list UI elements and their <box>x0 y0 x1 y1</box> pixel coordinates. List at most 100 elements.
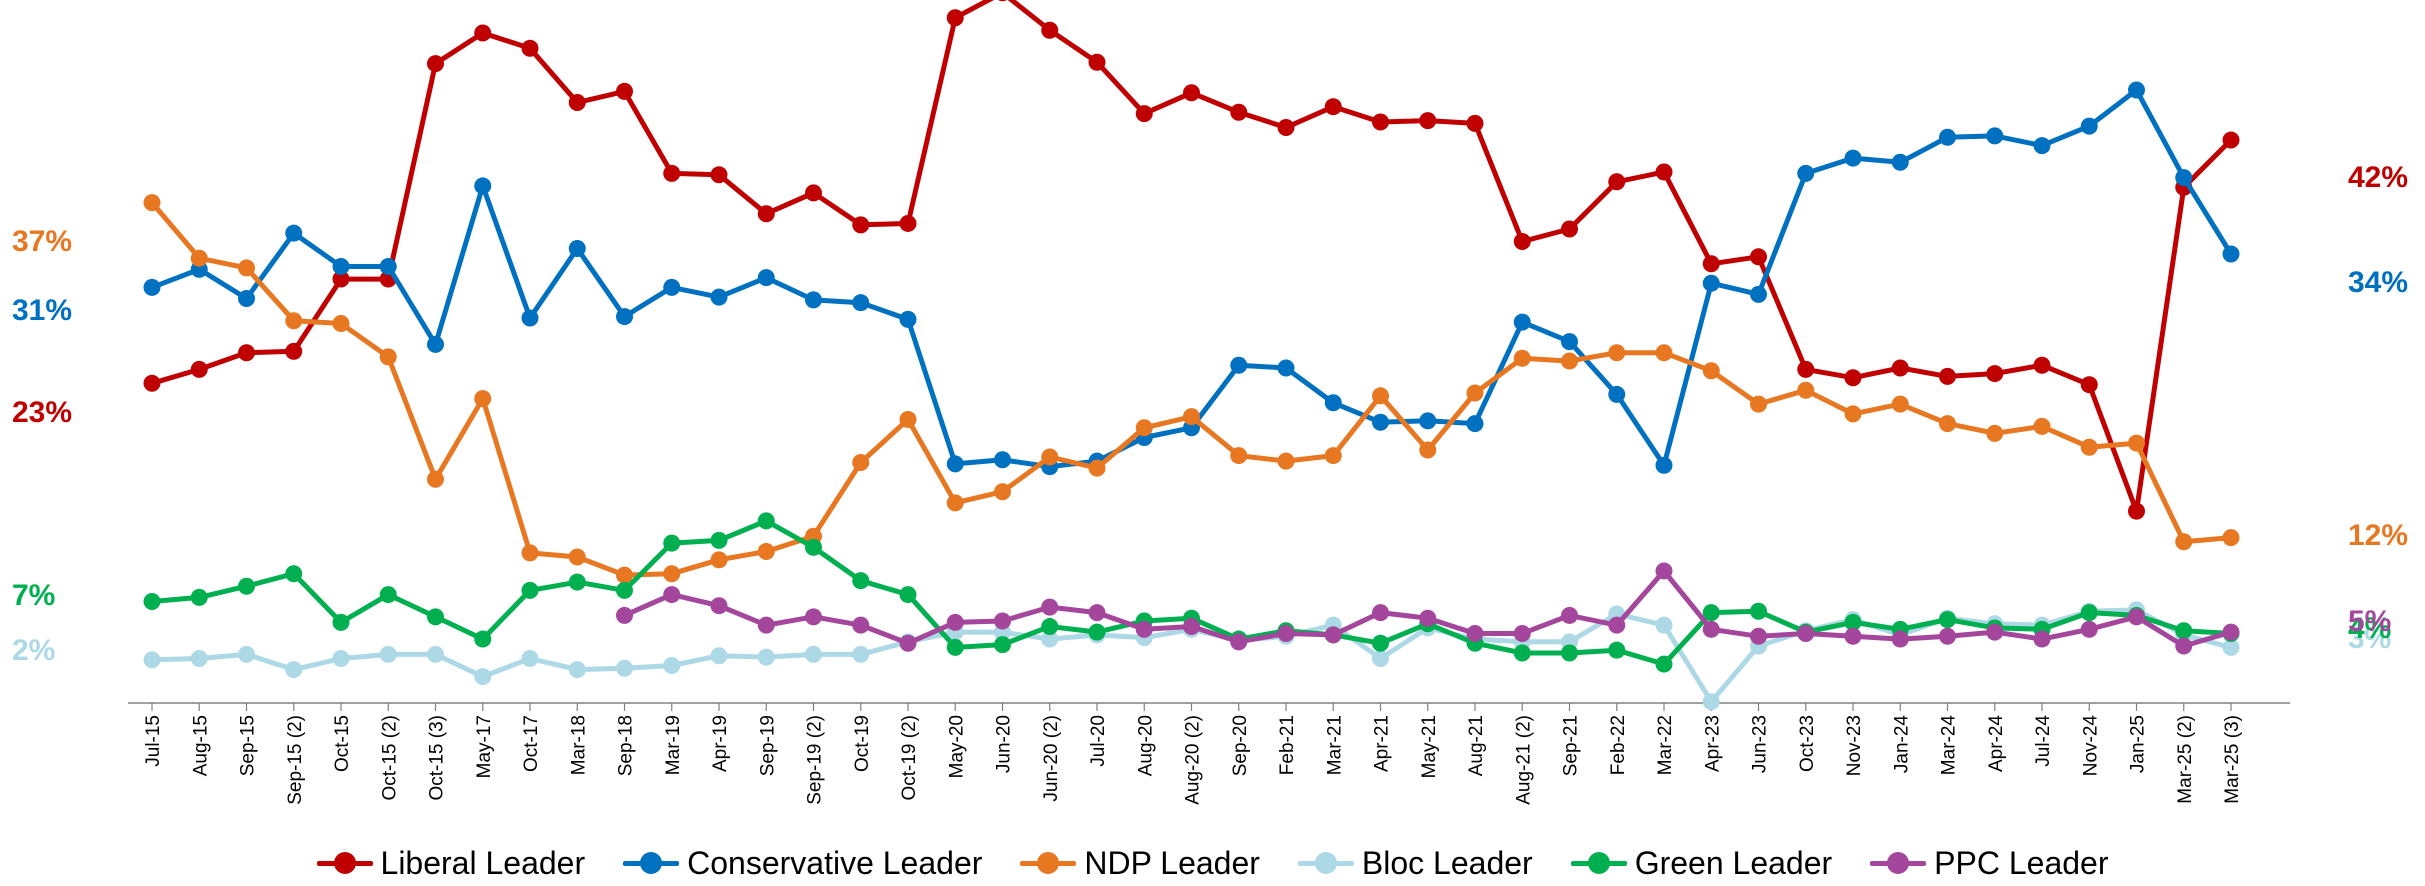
x-tick-label: Jul-24 <box>2033 715 2054 767</box>
data-point-green-leader <box>757 512 775 530</box>
legend-swatch-icon <box>1570 851 1627 875</box>
data-point-green-leader <box>1088 623 1106 641</box>
data-point-ppc-leader <box>1088 604 1106 622</box>
data-point-bloc-leader <box>143 651 161 669</box>
data-point-conservative-leader <box>1797 164 1815 182</box>
data-point-liberal-leader <box>1466 114 1484 132</box>
data-point-green-leader <box>616 581 633 599</box>
data-point-ndp-leader <box>143 194 161 212</box>
data-point-green-leader <box>946 638 964 656</box>
data-point-liberal-leader <box>663 164 681 182</box>
end-label-liberal-leader: 42% <box>2348 161 2408 194</box>
data-point-bloc-leader <box>1702 693 1720 711</box>
data-point-liberal-leader <box>1750 248 1767 266</box>
data-point-liberal-leader <box>1986 365 2004 383</box>
data-point-bloc-leader <box>521 650 539 668</box>
data-point-conservative-leader <box>568 239 586 257</box>
data-point-ndp-leader <box>852 454 870 472</box>
data-point-bloc-leader <box>238 645 255 663</box>
x-tick-label: Jan-25 <box>2128 715 2149 773</box>
x-tick-label: Sep-21 <box>1561 715 1582 776</box>
data-point-ndp-leader <box>1135 419 1153 437</box>
data-point-liberal-leader <box>521 39 539 57</box>
legend-label: Liberal Leader <box>380 844 586 881</box>
data-point-bloc-leader <box>427 645 444 663</box>
x-tick-label: Sep-19 <box>757 715 778 776</box>
data-point-green-leader <box>899 586 917 604</box>
series-conservative-leader <box>143 81 2240 476</box>
data-point-liberal-leader <box>1655 163 1673 181</box>
data-point-conservative-leader <box>1939 128 1956 146</box>
end-label-green-leader: 4% <box>2348 612 2391 645</box>
x-tick-label: Apr-21 <box>1372 715 1393 772</box>
data-point-liberal-leader <box>2222 131 2240 149</box>
x-tick-label: May-21 <box>1419 715 1440 778</box>
data-point-green-leader <box>238 577 255 595</box>
x-tick-label: Aug-15 <box>190 715 211 776</box>
data-point-green-leader <box>1655 655 1673 673</box>
data-point-green-leader <box>663 534 681 552</box>
data-point-bloc-leader <box>285 661 303 679</box>
data-point-ppc-leader <box>805 608 822 626</box>
data-point-green-leader <box>285 565 303 583</box>
data-point-liberal-leader <box>143 374 161 392</box>
data-point-green-leader <box>474 630 492 648</box>
data-point-conservative-leader <box>2128 81 2145 99</box>
data-point-ndp-leader <box>1561 352 1578 370</box>
data-point-ndp-leader <box>1750 395 1767 413</box>
data-point-bloc-leader <box>663 656 681 674</box>
data-point-green-leader <box>1372 634 1389 652</box>
x-tick-label: May-20 <box>946 715 967 778</box>
data-point-conservative-leader <box>1891 153 1909 171</box>
data-point-conservative-leader <box>946 455 964 473</box>
x-tick-label: Sep-19 (2) <box>805 715 826 805</box>
data-point-conservative-leader <box>1372 413 1389 431</box>
data-point-ndp-leader <box>1466 384 1484 402</box>
data-point-conservative-leader <box>1702 274 1720 292</box>
data-point-bloc-leader <box>1372 650 1389 668</box>
data-point-ppc-leader <box>2033 630 2051 648</box>
data-point-ppc-leader <box>1891 630 1909 648</box>
data-point-ppc-leader <box>1230 633 1248 651</box>
data-point-ppc-leader <box>1986 623 2004 641</box>
x-tick-label: Apr-24 <box>1986 715 2007 772</box>
data-point-ndp-leader <box>946 494 964 512</box>
data-point-ndp-leader <box>474 390 492 408</box>
data-point-ndp-leader <box>568 548 586 566</box>
data-point-ndp-leader <box>1797 381 1815 399</box>
data-point-ppc-leader <box>616 606 633 624</box>
series-green-leader <box>143 512 2240 673</box>
data-point-conservative-leader <box>2080 117 2098 135</box>
data-point-ndp-leader <box>1939 415 1956 433</box>
data-point-conservative-leader <box>663 278 681 296</box>
data-point-bloc-leader <box>1041 630 1059 648</box>
legend-label: NDP Leader <box>1084 844 1260 881</box>
legend-swatch-icon <box>1020 851 1077 875</box>
data-point-conservative-leader <box>1986 127 2004 145</box>
x-tick-label: Sep-18 <box>616 715 637 776</box>
data-point-green-leader <box>710 531 728 549</box>
legend-swatch-icon <box>623 851 680 875</box>
data-point-ndp-leader <box>710 551 728 569</box>
data-point-green-leader <box>1561 644 1578 662</box>
x-tick-label: Feb-22 <box>1608 715 1629 775</box>
data-point-green-leader <box>2080 604 2098 622</box>
series-line-ndp-leader <box>150 200 2232 578</box>
x-tick-label: Oct-23 <box>1797 715 1818 772</box>
data-point-liberal-leader <box>427 55 444 73</box>
x-tick-label: Oct-19 <box>852 715 873 772</box>
data-point-conservative-leader <box>994 451 1011 469</box>
x-tick-label: Mar-19 <box>663 715 684 775</box>
data-point-conservative-leader <box>1513 313 1531 331</box>
data-point-ndp-leader <box>2033 417 2051 435</box>
data-point-ndp-leader <box>332 315 350 333</box>
start-label-bloc-leader: 2% <box>12 634 55 667</box>
x-tick-label: Jul-15 <box>143 715 164 767</box>
start-label-conservative-leader: 31% <box>12 294 72 327</box>
data-point-green-leader <box>190 588 208 606</box>
x-tick-label: Jul-20 <box>1088 715 1109 767</box>
data-point-ppc-leader <box>1750 627 1767 645</box>
data-point-ppc-leader <box>2175 637 2193 655</box>
data-point-ppc-leader <box>994 612 1011 630</box>
data-point-ppc-leader <box>1419 609 1437 627</box>
